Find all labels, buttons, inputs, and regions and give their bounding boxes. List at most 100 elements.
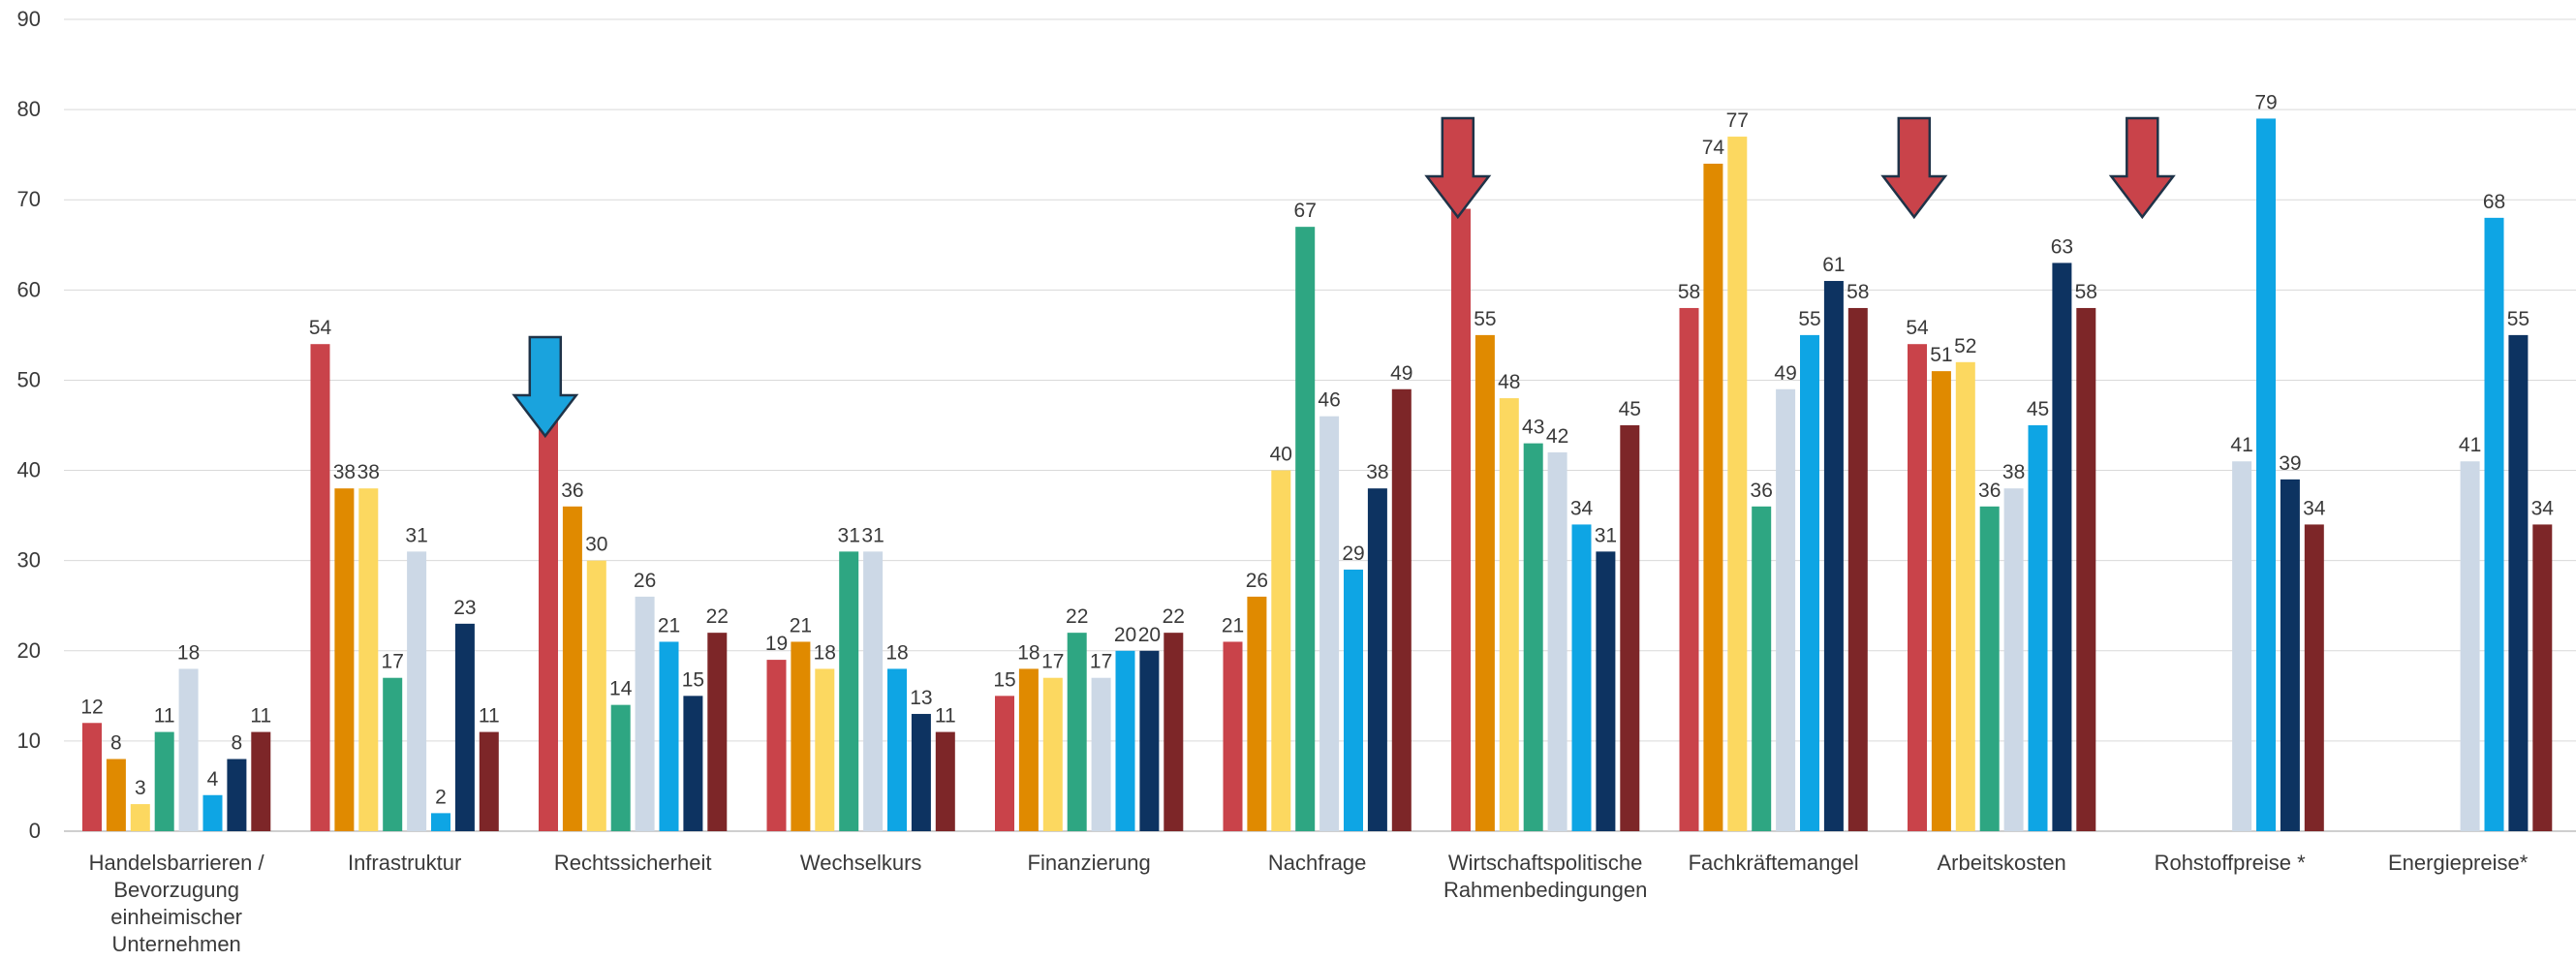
bar <box>539 398 558 831</box>
bar <box>635 596 655 831</box>
bar-value-label: 20 <box>1114 624 1136 646</box>
bar <box>358 488 379 831</box>
bar-value-label: 40 <box>1270 444 1292 466</box>
bar <box>1223 641 1243 831</box>
bar-value-label: 36 <box>561 480 583 502</box>
bar <box>431 813 450 831</box>
bar-value-label: 21 <box>790 614 812 636</box>
bar <box>178 668 199 831</box>
bar <box>1319 416 1340 831</box>
bar <box>863 551 884 831</box>
bar-value-label: 11 <box>154 705 175 728</box>
bar <box>2076 307 2096 831</box>
bar-value-label: 14 <box>609 678 633 700</box>
bar <box>995 696 1014 831</box>
value-labels: 1283111848115438381731223114836301426211… <box>80 91 2554 808</box>
bar <box>766 660 787 831</box>
bar <box>1847 307 1868 831</box>
bar-value-label: 31 <box>838 524 860 546</box>
bar-value-label: 31 <box>1595 524 1617 546</box>
bar <box>130 804 150 831</box>
bar <box>839 551 859 831</box>
bar <box>659 641 679 831</box>
bar-value-label: 8 <box>232 732 243 755</box>
bar-value-label: 48 <box>1498 371 1520 393</box>
bar <box>1091 677 1111 831</box>
bar-value-label: 8 <box>110 732 122 755</box>
bar <box>334 488 355 831</box>
bar-value-label: 2 <box>435 786 447 808</box>
bar <box>1042 677 1063 831</box>
bar <box>1955 361 1975 831</box>
bar-value-label: 38 <box>2002 461 2025 483</box>
bar-value-label: 17 <box>1090 651 1112 673</box>
bar-value-label: 26 <box>1246 570 1268 592</box>
bar <box>683 696 703 831</box>
bar-value-label: 22 <box>1163 605 1185 628</box>
bar <box>707 633 728 831</box>
bar <box>202 794 223 831</box>
bar <box>1344 569 1363 831</box>
bar-value-label: 58 <box>2075 281 2097 303</box>
bar <box>887 668 907 831</box>
bar <box>610 704 631 831</box>
bar-value-label: 31 <box>405 524 427 546</box>
bar-value-label: 26 <box>634 570 656 592</box>
bar <box>1523 443 1543 831</box>
bar <box>2028 425 2048 831</box>
down-arrow-annotation <box>512 335 579 439</box>
y-tick-label: 50 <box>17 367 41 391</box>
bar-value-label: 11 <box>479 705 500 728</box>
bar-value-label: 30 <box>585 534 607 556</box>
bar-value-label: 29 <box>1342 542 1364 565</box>
bar <box>2304 524 2324 831</box>
bar-value-label: 68 <box>2483 191 2505 213</box>
bar-value-label: 34 <box>1570 497 1594 519</box>
bar <box>1547 451 1567 831</box>
bar-value-label: 17 <box>382 651 404 673</box>
bar-value-label: 77 <box>1726 109 1749 132</box>
x-category-label: Nachfrage <box>1268 851 1367 875</box>
bar-value-label: 51 <box>1930 344 1952 366</box>
bar <box>1620 425 1640 831</box>
bar-value-label: 18 <box>177 641 200 664</box>
bar-value-label: 34 <box>2303 497 2326 519</box>
y-tick-label: 0 <box>29 819 41 843</box>
bar <box>154 731 174 831</box>
bar-series <box>82 118 2553 832</box>
bar <box>1499 398 1519 831</box>
bar-value-label: 15 <box>682 668 704 691</box>
bar-value-label: 13 <box>910 687 932 709</box>
bar-value-label: 22 <box>706 605 729 628</box>
bar-value-label: 49 <box>1390 362 1412 385</box>
bar <box>586 560 606 831</box>
bar <box>1391 388 1412 831</box>
y-tick-label: 20 <box>17 638 41 663</box>
bar-value-label: 63 <box>2051 235 2073 258</box>
x-category-label: Wirtschaftspolitische Rahmenbedingungen <box>1443 851 1647 902</box>
bar-value-label: 67 <box>1294 200 1317 222</box>
bar <box>251 731 271 831</box>
bar <box>1067 633 1087 831</box>
bar-value-label: 21 <box>658 614 680 636</box>
bar-value-label: 18 <box>814 641 836 664</box>
bar-value-label: 31 <box>861 524 884 546</box>
bar-value-label: 11 <box>935 705 956 728</box>
down-arrow-annotation <box>1880 116 1948 220</box>
x-category-label: Energiepreise* <box>2388 851 2529 875</box>
down-arrow-annotation <box>2108 116 2176 220</box>
bar-value-label: 45 <box>1619 398 1641 420</box>
bar-value-label: 11 <box>250 705 271 728</box>
bar <box>1823 281 1844 831</box>
bar <box>1908 344 1927 831</box>
y-tick-label: 60 <box>17 277 41 301</box>
bar-value-label: 22 <box>1066 605 1088 628</box>
bar <box>407 551 427 831</box>
x-category-label: Handelsbarrieren / Bevorzugung einheimisch… <box>89 851 265 956</box>
bar <box>2484 217 2504 831</box>
annotation-arrows <box>512 116 2176 439</box>
bar-value-label: 79 <box>2254 91 2277 113</box>
bar-value-label: 41 <box>2230 434 2252 456</box>
bar-value-label: 15 <box>993 668 1015 691</box>
bar <box>1247 596 1267 831</box>
